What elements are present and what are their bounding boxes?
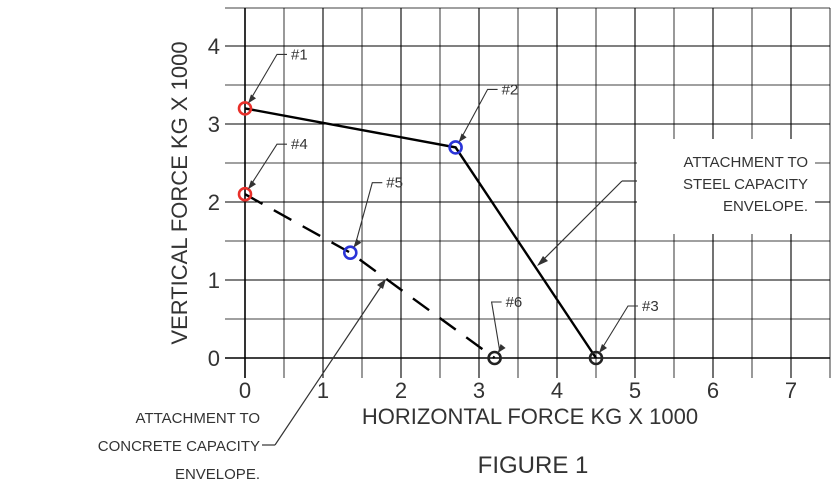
point-arrowhead-5 <box>353 238 362 248</box>
x-tick-label: 1 <box>317 378 329 403</box>
point-label-5: #5 <box>386 175 403 192</box>
y-tick-label: 0 <box>208 346 220 371</box>
point-marker-5 <box>342 245 358 260</box>
point-leader-1 <box>249 53 287 101</box>
x-tick-labels: 0 1 2 3 4 5 6 7 <box>239 378 797 403</box>
point-arrowhead-6 <box>497 344 506 353</box>
point-marker-3 <box>588 350 604 366</box>
point-leader-3 <box>600 305 638 351</box>
figure-caption: FIGURE 1 <box>478 452 589 479</box>
series-layer: #1 #2 #3 #4 #5 #6 <box>237 46 659 366</box>
concrete-note-line-3: ENVELOPE. <box>175 466 260 483</box>
point-label-3: #3 <box>642 298 659 315</box>
y-tick-labels: 0 1 2 3 4 <box>208 34 220 371</box>
point-label-4: #4 <box>291 136 308 153</box>
x-tick-label: 3 <box>473 378 485 403</box>
x-tick-label: 6 <box>707 378 719 403</box>
point-leader-5 <box>354 182 383 245</box>
point-leader-6 <box>490 301 502 351</box>
y-tick-label: 2 <box>208 190 220 215</box>
point-leader-4 <box>249 143 287 187</box>
steel-note-box <box>637 139 815 234</box>
steel-note-line-2: STEEL CAPACITY <box>683 176 808 193</box>
point-label-2: #2 <box>502 81 519 98</box>
concrete-note-leader <box>262 284 383 446</box>
concrete-envelope-line <box>244 193 496 359</box>
x-tick-label: 4 <box>551 378 563 403</box>
concrete-note-arrowhead <box>377 279 386 289</box>
x-tick-label: 0 <box>239 378 251 403</box>
steel-note-leader <box>540 180 637 263</box>
x-axis-title: HORIZONTAL FORCE KG X 1000 <box>362 404 698 429</box>
y-axis-title: VERTICAL FORCE KG X 1000 <box>167 41 192 344</box>
x-tick-label: 7 <box>785 378 797 403</box>
y-tick-label: 3 <box>208 112 220 137</box>
point-marker-1 <box>237 101 253 116</box>
x-tick-label: 5 <box>629 378 641 403</box>
y-tick-label: 4 <box>208 34 220 59</box>
point-marker-6 <box>487 350 502 366</box>
point-arrowhead-1 <box>248 94 256 104</box>
point-label-6: #6 <box>506 294 523 311</box>
steel-note-arrowhead <box>537 256 548 266</box>
point-arrowhead-2 <box>458 133 467 143</box>
concrete-note-line-1: ATTACHMENT TO <box>136 410 260 427</box>
steel-envelope-line <box>244 107 597 359</box>
point-label-1: #1 <box>291 46 308 63</box>
steel-note-line-3: ENVELOPE. <box>723 198 808 215</box>
point-arrowhead-4 <box>248 180 256 190</box>
point-leader-2 <box>460 88 498 140</box>
y-tick-label: 1 <box>208 268 220 293</box>
steel-note-line-1: ATTACHMENT TO <box>684 154 808 171</box>
x-tick-label: 2 <box>395 378 407 403</box>
concrete-note-line-2: CONCRETE CAPACITY <box>98 438 260 455</box>
point-marker-4 <box>237 186 253 202</box>
point-marker-2 <box>448 140 463 155</box>
point-arrowhead-3 <box>599 344 607 353</box>
